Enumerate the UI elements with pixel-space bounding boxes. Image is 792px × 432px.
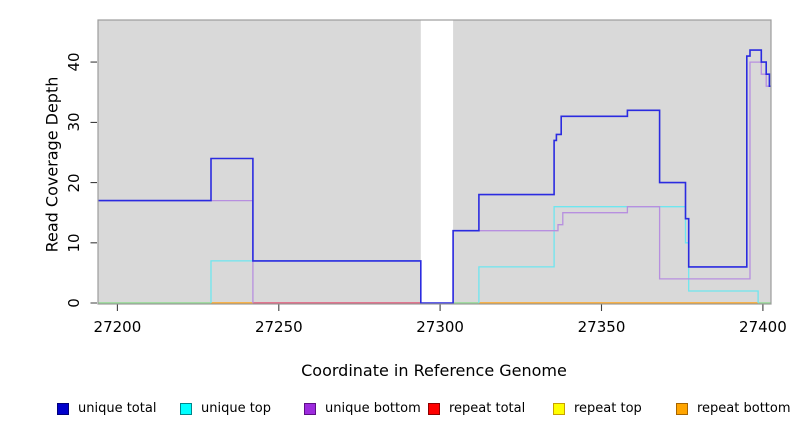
x-tick-label: 27250 [254, 318, 303, 336]
y-tick-label: 10 [65, 233, 83, 253]
x-axis-label: Coordinate in Reference Genome [301, 361, 567, 380]
y-tick-label: 0 [65, 298, 83, 308]
legend-item-repeat-total: repeat total [428, 401, 525, 416]
legend-swatch-icon [676, 403, 688, 415]
legend-swatch-icon [180, 403, 192, 415]
y-tick-label: 40 [65, 52, 83, 72]
legend-item-unique-total: unique total [57, 401, 156, 416]
legend-label: unique top [201, 401, 272, 416]
axis-tick-marks [90, 61, 764, 311]
legend-item-unique-top: unique top [180, 401, 271, 416]
y-tick-label: 20 [65, 173, 83, 193]
legend-label: unique total [78, 401, 157, 416]
legend-item-repeat-bottom: repeat bottom [676, 401, 791, 416]
series-unique-total-line [98, 49, 771, 304]
legend-item-unique-bottom: unique bottom [304, 401, 421, 416]
y-tick-label: 30 [65, 112, 83, 132]
series-unique-bottom-line [452, 61, 770, 303]
legend-label: repeat bottom [697, 401, 791, 416]
y-axis-label: Read Coverage Depth [42, 76, 62, 253]
x-tick-label: 27200 [93, 318, 142, 336]
legend-item-repeat-top: repeat top [553, 401, 642, 416]
legend-label: unique bottom [325, 401, 421, 416]
x-tick-label: 27300 [416, 318, 464, 336]
legend-label: repeat top [574, 401, 642, 416]
legend-swatch-icon [428, 403, 440, 415]
x-tick-label: 27350 [577, 318, 626, 336]
x-tick-label: 27400 [739, 318, 787, 336]
legend-swatch-icon [304, 403, 316, 415]
series-unique-top-line [478, 206, 759, 303]
legend-label: repeat total [449, 401, 526, 416]
plot-frame [97, 19, 772, 305]
legend-swatch-icon [57, 403, 69, 415]
legend-swatch-icon [553, 403, 565, 415]
no-data-gap-band [420, 20, 454, 304]
